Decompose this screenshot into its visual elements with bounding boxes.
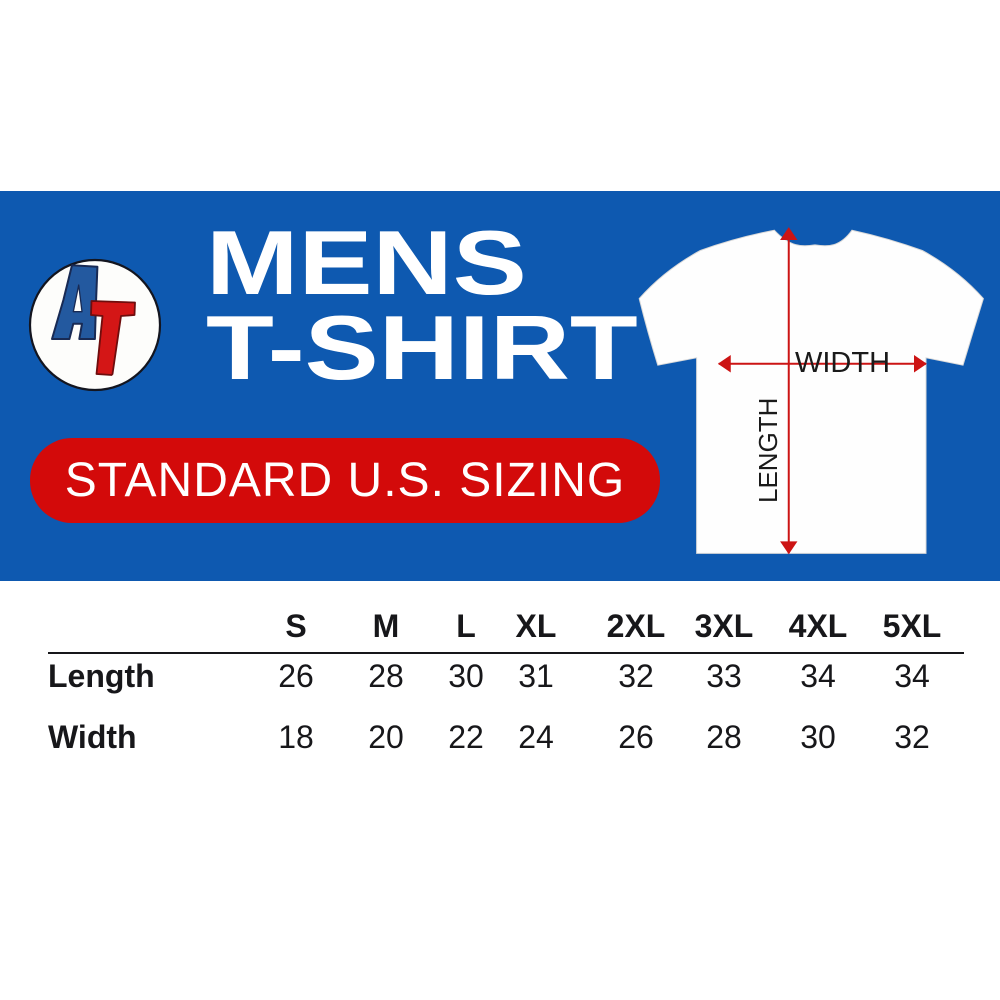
svg-text:LENGTH: LENGTH: [753, 398, 783, 503]
svg-text:WIDTH: WIDTH: [795, 347, 890, 379]
